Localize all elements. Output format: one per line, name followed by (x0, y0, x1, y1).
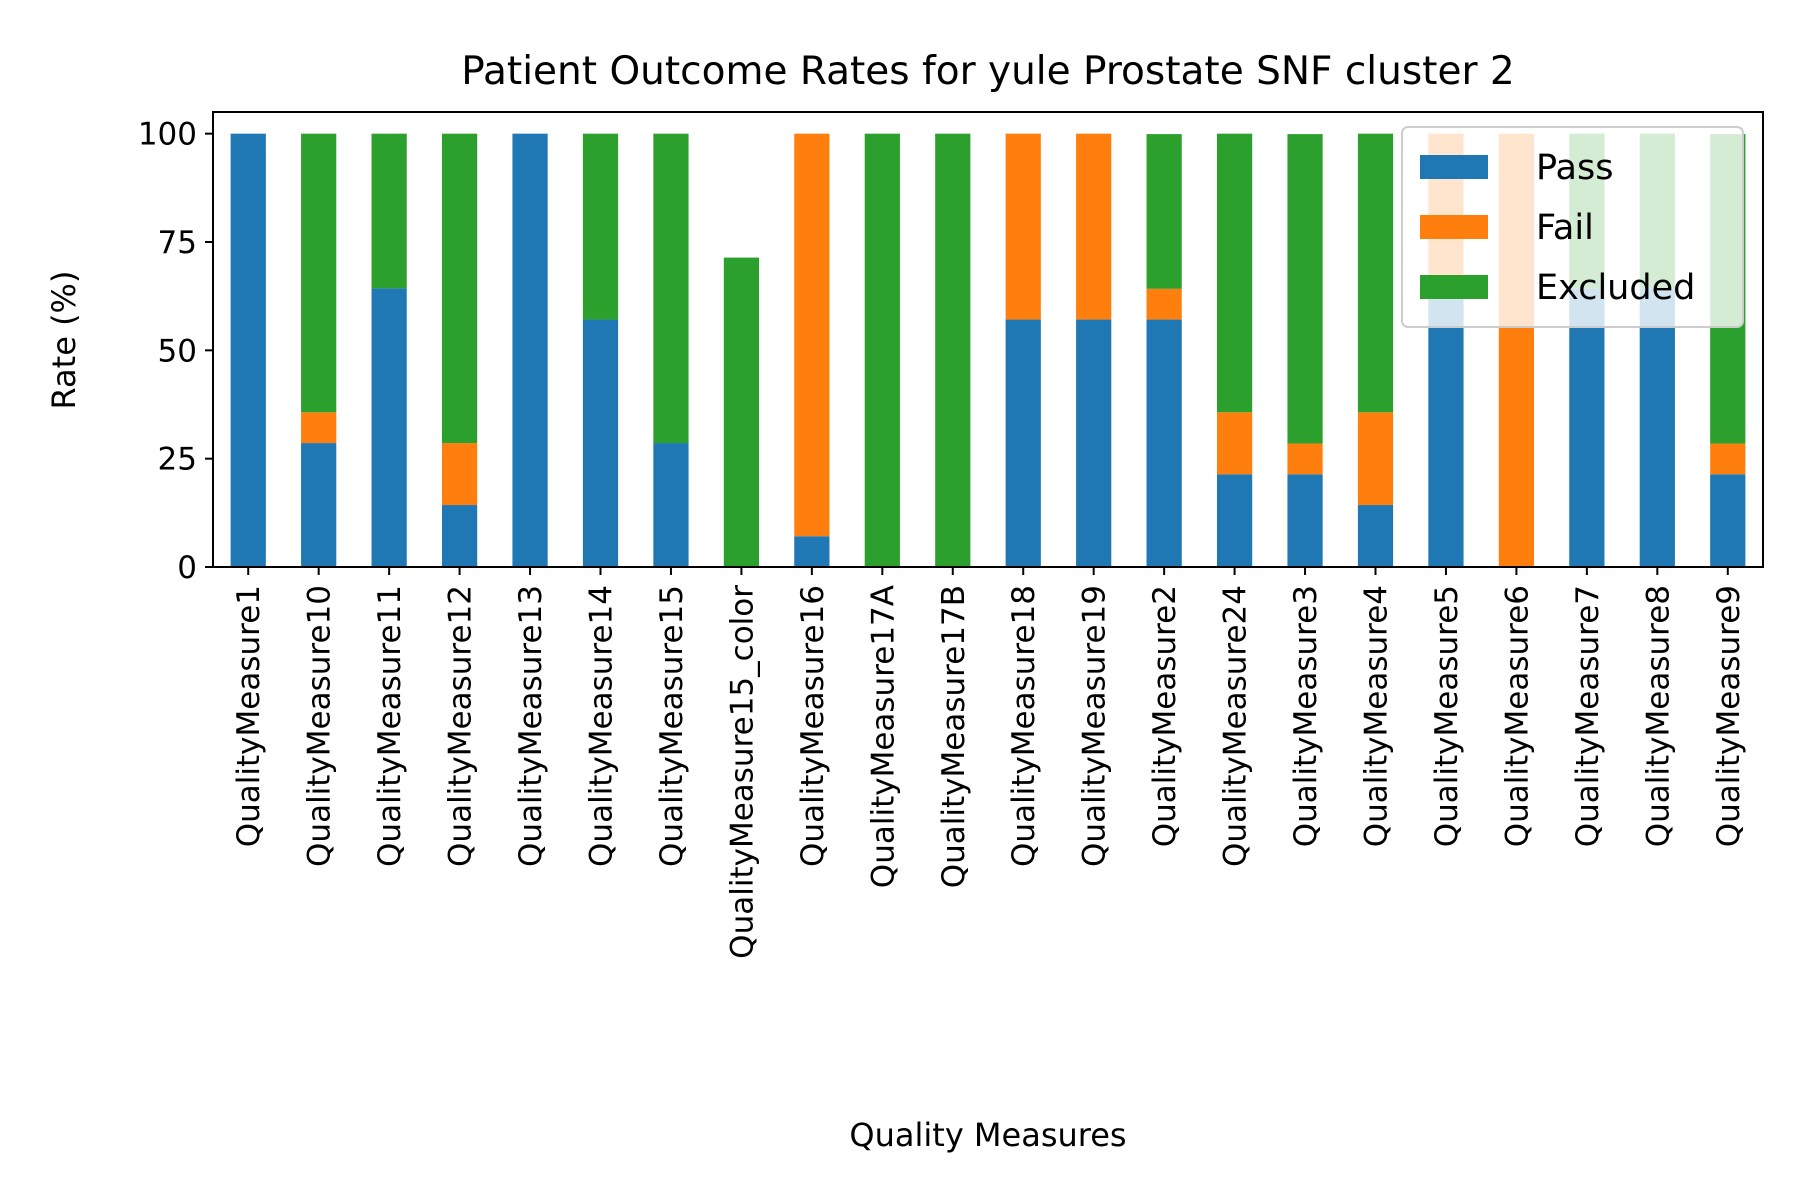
bar-pass-11 (1005, 319, 1041, 567)
x-tick-label: QualityMeasure14 (584, 585, 620, 867)
bar-excluded-14 (1216, 133, 1253, 413)
legend-swatch-pass (1420, 155, 1488, 179)
legend-label-excluded: Excluded (1536, 268, 1695, 308)
x-tick-label: QualityMeasure5 (1429, 585, 1465, 847)
x-axis-label: Quality Measures (849, 1116, 1126, 1154)
plot-frame (212, 111, 1764, 568)
x-tick-label: QualityMeasure17B (936, 585, 972, 888)
bar-excluded-1 (301, 133, 337, 413)
bar-pass-8 (794, 536, 830, 567)
bar-pass-14 (1216, 474, 1253, 567)
bar-excluded-7 (723, 257, 760, 567)
bar-pass-13 (1146, 319, 1182, 567)
x-tick-label: QualityMeasure7 (1570, 585, 1606, 847)
y-tick-label: 25 (158, 442, 197, 478)
bar-pass-19 (1569, 288, 1605, 567)
y-tick-label: 100 (138, 117, 197, 153)
x-tick-label: QualityMeasure4 (1359, 585, 1395, 847)
bar-pass-3 (441, 505, 478, 567)
x-tick-label: QualityMeasure19 (1077, 585, 1113, 867)
bar-pass-5 (582, 319, 619, 567)
bar-pass-2 (371, 288, 407, 567)
bar-fail-8 (794, 133, 830, 537)
x-tick-label: QualityMeasure11 (372, 585, 408, 867)
x-tick-label: QualityMeasure3 (1288, 585, 1324, 847)
legend-label-fail: Fail (1536, 208, 1594, 248)
bar-pass-0 (230, 133, 266, 567)
y-tick-label: 50 (158, 333, 197, 369)
y-tick-label: 75 (158, 225, 197, 261)
bar-fail-3 (441, 443, 478, 506)
x-tick-label: QualityMeasure15_color (724, 585, 760, 959)
bar-pass-12 (1076, 319, 1112, 567)
bar-pass-4 (512, 133, 548, 567)
bar-excluded-2 (371, 133, 407, 289)
bar-fail-11 (1005, 133, 1041, 320)
x-tick-label: QualityMeasure18 (1006, 585, 1042, 867)
bar-fail-13 (1146, 288, 1182, 320)
bar-excluded-3 (441, 133, 478, 444)
bar-fail-21 (1710, 443, 1746, 475)
x-tick-label: QualityMeasure9 (1711, 585, 1747, 847)
legend: Pass Fail Excluded (1401, 126, 1744, 328)
x-tick-label: QualityMeasure15 (654, 585, 690, 867)
y-axis-label: Rate (%) (45, 271, 83, 410)
x-tick-label: QualityMeasure2 (1147, 585, 1183, 847)
bar-pass-15 (1287, 474, 1323, 567)
legend-label-pass: Pass (1536, 148, 1613, 188)
legend-swatch-excluded (1420, 275, 1488, 299)
bar-excluded-10 (935, 133, 971, 567)
chart-title: Patient Outcome Rates for yule Prostate … (461, 49, 1514, 94)
axes-layer: 0 25 50 75 100 QualityMeasure1 QualityMeasure1… (138, 111, 1764, 959)
x-tick-label: QualityMeasure12 (443, 585, 479, 867)
bar-excluded-16 (1357, 133, 1394, 413)
bar-excluded-13 (1146, 134, 1182, 289)
bar-excluded-6 (653, 133, 689, 444)
x-tick-label: QualityMeasure24 (1218, 585, 1254, 867)
x-tick-label: QualityMeasure16 (795, 585, 831, 867)
y-tick-label: 0 (177, 550, 197, 586)
bar-excluded-5 (582, 133, 619, 320)
bar-pass-1 (301, 443, 337, 567)
bar-fail-1 (301, 412, 337, 444)
x-tick-label: QualityMeasure6 (1499, 585, 1535, 847)
x-tick-label: QualityMeasure13 (513, 585, 549, 867)
bar-fail-12 (1076, 133, 1112, 320)
bar-pass-20 (1639, 288, 1675, 567)
x-tick-label: QualityMeasure17A (865, 585, 901, 888)
x-tick-label: QualityMeasure1 (231, 585, 267, 847)
bar-fail-14 (1216, 412, 1253, 475)
bar-fail-16 (1357, 412, 1394, 506)
bar-pass-17 (1428, 288, 1464, 567)
bar-pass-16 (1357, 505, 1394, 567)
bar-pass-21 (1710, 474, 1746, 567)
bar-excluded-15 (1287, 134, 1323, 444)
x-tick-label: QualityMeasure8 (1640, 585, 1676, 847)
legend-swatch-fail (1420, 215, 1488, 239)
x-tick-label: QualityMeasure10 (302, 585, 338, 867)
bar-pass-6 (653, 443, 689, 567)
bar-fail-15 (1287, 443, 1323, 475)
bar-excluded-9 (864, 133, 900, 567)
